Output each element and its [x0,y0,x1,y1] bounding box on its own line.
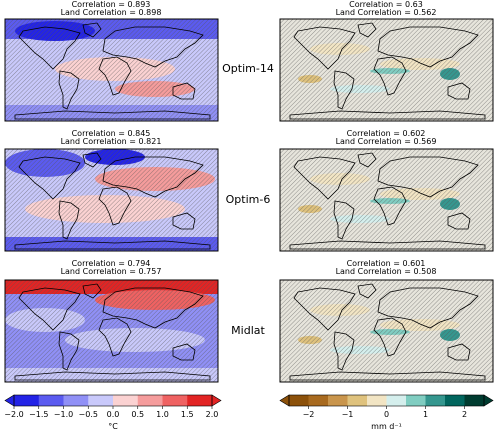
precipitation-map [279,18,494,122]
correlation: Correlation = 0.601 [347,259,426,268]
colorbar-segment [162,395,188,406]
correlation: Correlation = 0.794 [72,259,151,268]
tick-label: 1.5 [181,410,194,419]
land-correlation: Land Correlation = 0.821 [61,137,162,146]
correlation: Correlation = 0.63 [349,0,423,9]
tick-label: 2 [462,410,467,419]
colorbar-segment [289,395,309,406]
tick-label: −2.0 [4,410,23,419]
colorbar-label: mm d⁻¹ [371,422,402,431]
tick-label: −1.0 [54,410,73,419]
land-correlation: Land Correlation = 0.508 [336,267,437,276]
correlation: Correlation = 0.893 [72,0,151,9]
colorbars: −2.0 −1.5 −1.0 −0.5 0.0 0.5 1.0 1.5 2.0 °C −2 −1 0 1 2… [4,394,494,431]
correlation: Correlation = 0.602 [347,129,426,138]
land-correlation: Land Correlation = 0.569 [336,137,437,146]
colorbar-segment [63,395,89,406]
tick-label: 0.5 [131,410,144,419]
colorbar-segment [308,395,329,406]
colorbar-extend [279,394,290,407]
colorbar-segment [464,395,485,406]
tick-label: 0.0 [107,410,120,419]
land-correlation: Land Correlation = 0.562 [336,8,437,17]
row-2: Correlation = 0.845 Land Correlation = 0… [4,129,494,252]
tick-label: 1 [423,410,428,419]
colorbar-extend [4,394,15,407]
row-label: Midlat [231,324,265,337]
row-label: Optim-6 [226,193,271,206]
colorbar-extend [483,394,494,407]
temperature-map [4,148,219,252]
correlation: Correlation = 0.845 [72,129,151,138]
colorbar-segment [406,395,426,406]
colorbar-segment [38,395,64,406]
temperature-map [4,279,219,383]
land-correlation: Land Correlation = 0.757 [61,267,162,276]
tick-label: 0 [384,410,389,419]
colorbar-segment [88,395,114,406]
colorbar-segment [425,395,446,406]
tick-label: 1.0 [156,410,169,419]
land-correlation: Land Correlation = 0.898 [61,8,162,17]
colorbar-segment [347,395,368,406]
colorbar-label: °C [108,422,118,431]
colorbar-segment [386,395,407,406]
row-label: Optim-14 [222,62,274,75]
colorbar-extend [211,394,222,407]
colorbar-segment [367,395,387,406]
tick-label: 2.0 [206,410,219,419]
colorbar-segment [445,395,465,406]
tick-label: −0.5 [79,410,98,419]
precipitation-map [279,279,494,383]
tick-label: −1 [342,410,354,419]
row-3: Correlation = 0.794 Land Correlation = 0… [4,259,494,383]
tick-label: −1.5 [29,410,48,419]
colorbar-segment [328,395,348,406]
colorbar-segment [187,395,213,406]
row-1: Correlation = 0.893 Land Correlation = 0… [4,0,494,122]
colorbar-segment [113,395,139,406]
precipitation-map [279,148,494,252]
temperature-map [4,18,219,122]
colorbar-segment [137,395,163,406]
tick-label: −2 [303,410,315,419]
colorbar-segment [14,395,40,406]
